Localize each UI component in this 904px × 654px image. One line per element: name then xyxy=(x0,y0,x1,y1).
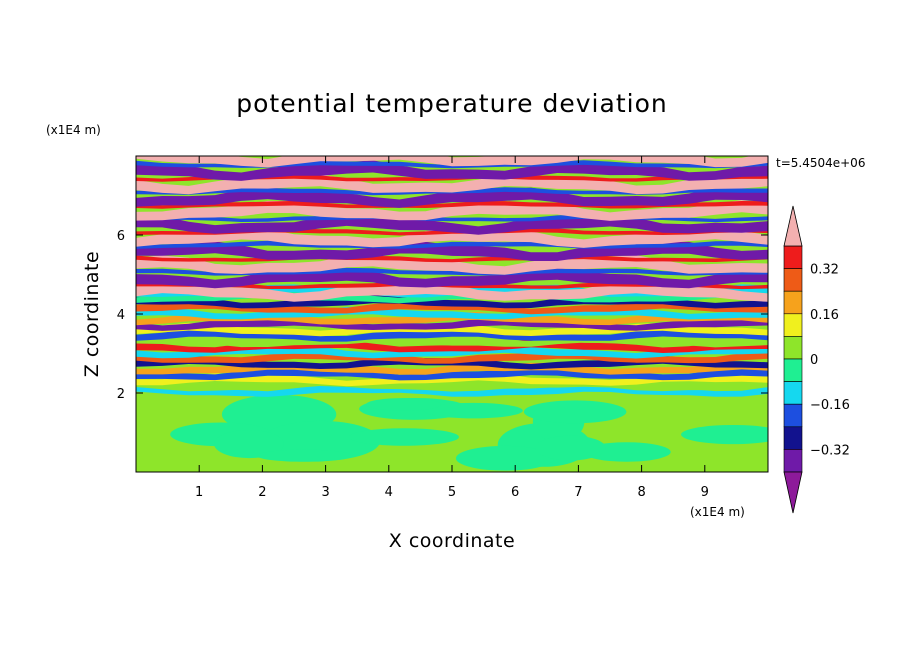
y-unit-label: (x1E4 m) xyxy=(46,123,101,137)
contour-band xyxy=(136,289,768,304)
colorbar-segment xyxy=(783,449,803,473)
colorbar-min-extension xyxy=(783,471,803,514)
colorbar-segment xyxy=(783,245,803,269)
x-tick-label: 8 xyxy=(637,485,645,500)
x-tick-label: 9 xyxy=(701,485,709,500)
lower-contour-blob xyxy=(423,402,523,419)
x-tick-label: 4 xyxy=(385,485,393,500)
x-tick-label: 5 xyxy=(448,485,456,500)
y-tick-label: 2 xyxy=(117,387,125,402)
colorbar-segment xyxy=(783,313,803,337)
lower-contour-blob xyxy=(366,398,441,411)
lower-contour-blob xyxy=(523,400,627,424)
chart-title: potential temperature deviation xyxy=(236,89,667,118)
y-axis: 2 4 6 xyxy=(117,229,768,402)
y-axis-title: Z coordinate xyxy=(81,251,103,377)
lower-contour-blob xyxy=(681,424,768,445)
colorbar-segment xyxy=(783,381,803,405)
colorbar-label: 0 xyxy=(810,353,818,368)
y-tick-label: 4 xyxy=(117,308,125,323)
x-unit-label: (x1E4 m) xyxy=(690,505,745,519)
contour-band xyxy=(136,300,768,315)
contour-bands xyxy=(136,147,768,397)
contour-band xyxy=(136,328,768,342)
contour-band xyxy=(136,367,768,381)
contour-band xyxy=(136,267,768,276)
contour-band xyxy=(136,174,768,195)
x-tick-label: 3 xyxy=(321,485,329,500)
lower-contour-blob xyxy=(349,428,459,446)
colorbar-segment xyxy=(783,268,803,292)
lower-contour-blob xyxy=(455,445,555,471)
colorbar-segment xyxy=(783,336,803,360)
x-axis-title: X coordinate xyxy=(389,530,515,552)
lower-contour-blob xyxy=(256,449,353,462)
contour-band xyxy=(136,350,768,364)
lower-contour-blob xyxy=(535,435,606,461)
x-tick-label: 6 xyxy=(511,485,519,500)
colorbar-label: 0.16 xyxy=(810,308,839,323)
plot-area xyxy=(136,147,768,472)
colorbar-label: −0.16 xyxy=(810,398,850,413)
contour-band xyxy=(136,147,768,155)
colorbar-max-extension xyxy=(783,205,803,247)
colorbar-segment xyxy=(783,290,803,315)
colorbar: 0.32 0.16 0 −0.16 −0.32 xyxy=(783,205,850,514)
contour-band xyxy=(136,322,768,337)
y-tick-label: 6 xyxy=(117,229,125,244)
x-axis: 1 2 3 4 5 6 7 8 9 xyxy=(195,156,709,500)
lower-contour-blob xyxy=(214,429,284,459)
lower-layer-contours xyxy=(170,394,768,471)
contour-band xyxy=(136,227,768,248)
colorbar-segment xyxy=(783,358,803,382)
x-tick-label: 2 xyxy=(258,485,266,500)
x-tick-label: 7 xyxy=(574,485,582,500)
colorbar-label: −0.32 xyxy=(810,443,850,458)
x-tick-label: 1 xyxy=(195,485,203,500)
time-label: t=5.4504e+06 xyxy=(776,156,865,170)
contour-band xyxy=(136,200,768,209)
colorbar-segment xyxy=(783,426,803,450)
colorbar-segment xyxy=(783,403,803,428)
colorbar-label: 0.32 xyxy=(810,263,839,278)
